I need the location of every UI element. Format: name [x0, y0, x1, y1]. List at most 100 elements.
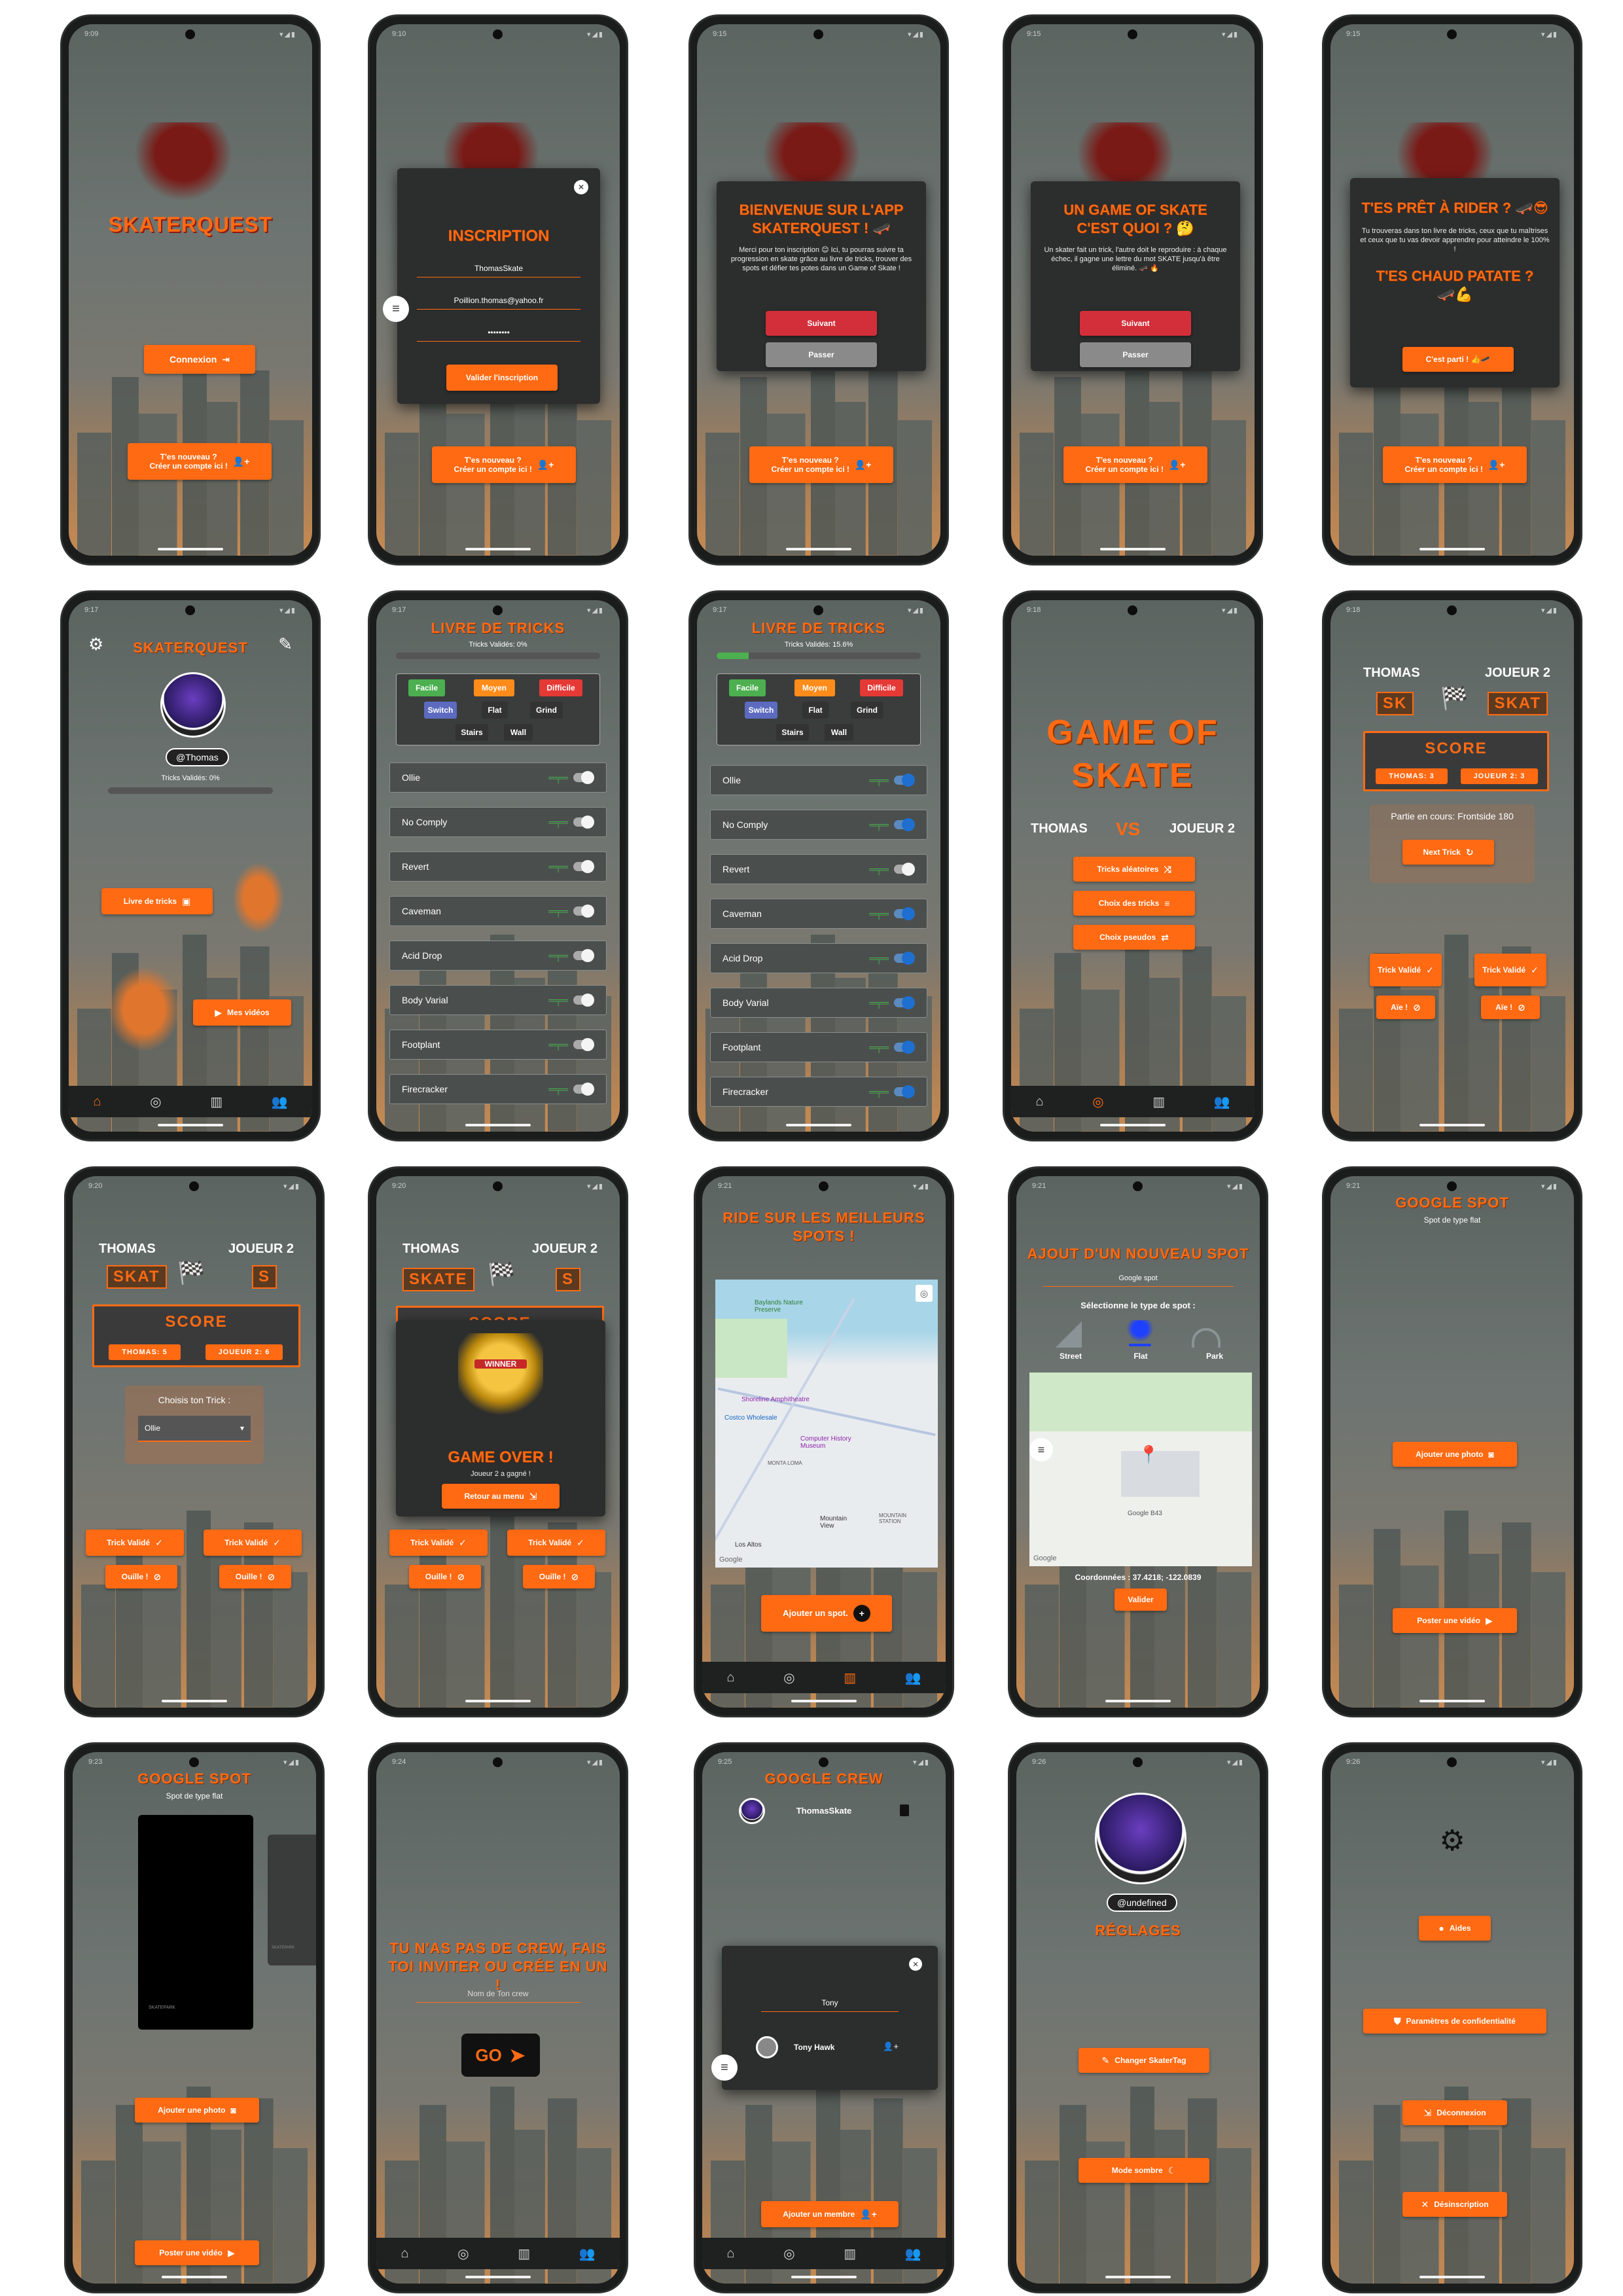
player1-valid-button[interactable]: Trick Validé ✓ — [86, 1530, 184, 1556]
filter-easy[interactable]: Facile — [729, 679, 766, 696]
random-tricks-button[interactable]: Tricks aléatoires ⤨ — [1073, 857, 1195, 882]
player2-valid-button[interactable]: Trick Validé ✓ — [204, 1530, 302, 1556]
video-thumbnail[interactable]: SKATEPARK — [138, 1815, 253, 2030]
password-field[interactable]: •••••••• — [417, 324, 580, 342]
filter-grind[interactable]: Grind — [851, 702, 883, 719]
create-account-button[interactable]: T'es nouveau ? Créer un compte ici ! 👤+ — [128, 443, 272, 480]
group-icon[interactable]: 👥 — [904, 2246, 921, 2261]
target-icon[interactable]: ◎ — [783, 2246, 795, 2261]
map-icon[interactable]: ▥ — [844, 2246, 857, 2261]
create-account-button[interactable]: T'es nouveau ? Créer un compte ici ! 👤+ — [432, 446, 576, 483]
add-photo-button[interactable]: Ajouter une photo ◙ — [135, 2098, 259, 2123]
spot-name-field[interactable]: Google spot — [1043, 1274, 1234, 1287]
player2-fail-button[interactable]: Aïe ! ⊘ — [1481, 996, 1540, 1019]
player1-fail-button[interactable]: Ouille ! ⊘ — [409, 1565, 481, 1588]
map-icon[interactable]: ▥ — [518, 2246, 531, 2261]
help-button[interactable]: ● Aides — [1419, 1916, 1491, 1941]
filter-hard[interactable]: Difficile — [860, 679, 903, 696]
filter-hard[interactable]: Difficile — [539, 679, 582, 696]
park-icon[interactable] — [1192, 1328, 1221, 1348]
target-icon[interactable]: ◎ — [1092, 1094, 1104, 1109]
add-photo-button[interactable]: Ajouter une photo ◙ — [1393, 1442, 1517, 1467]
trick-row[interactable]: Ollie ═╤═ — [389, 762, 607, 793]
trick-toggle[interactable] — [573, 771, 594, 784]
trick-row[interactable]: Revert ═╤═ — [389, 852, 607, 882]
group-icon[interactable]: 👥 — [904, 1670, 921, 1685]
home-icon[interactable]: ⌂ — [401, 2246, 409, 2261]
player1-fail-button[interactable]: Ouille ! ⊘ — [105, 1565, 177, 1588]
avatar[interactable] — [160, 672, 226, 738]
choose-pseudos-button[interactable]: Choix pseudos ⇄ — [1073, 925, 1195, 950]
filter-easy[interactable]: Facile — [408, 679, 445, 696]
trick-toggle[interactable] — [573, 949, 594, 962]
start-button[interactable]: C'est parti ! 👍🛹 — [1402, 347, 1514, 372]
member-search-input[interactable]: Tony — [761, 1994, 899, 2012]
group-icon[interactable]: 👥 — [271, 1094, 288, 1109]
trick-row[interactable]: Footplant ═╤═ — [389, 1030, 607, 1060]
home-icon[interactable]: ⌂ — [1035, 1094, 1044, 1109]
post-video-button[interactable]: Poster une vidéo ▶ — [135, 2240, 259, 2265]
trick-row[interactable]: Firecracker ═╤═ — [710, 1077, 927, 1107]
menu-fab-icon[interactable]: ≡ — [1029, 1438, 1053, 1462]
target-icon[interactable]: ◎ — [150, 1094, 162, 1109]
validate-register-button[interactable]: Valider l'inscription — [446, 365, 558, 391]
privacy-settings-button[interactable]: ⛊ Paramètres de confidentialité — [1363, 2009, 1546, 2034]
flat-skater-icon[interactable] — [1126, 1320, 1154, 1349]
add-member-button[interactable]: Ajouter un membre 👤+ — [761, 2201, 899, 2227]
next-button[interactable]: Suivant — [1080, 311, 1191, 336]
close-icon[interactable]: ✕ — [574, 180, 588, 194]
filter-stairs[interactable]: Stairs — [455, 724, 488, 741]
filter-medium[interactable]: Moyen — [794, 679, 835, 696]
close-icon[interactable]: ✕ — [909, 1958, 922, 1971]
trick-toggle[interactable] — [573, 905, 594, 918]
trick-row[interactable]: Body Varial ═╤═ — [389, 985, 607, 1015]
filter-grind[interactable]: Grind — [530, 702, 563, 719]
crew-name-input[interactable]: Nom de Ton crew — [416, 1989, 580, 2003]
type-flat[interactable]: Flat — [1133, 1352, 1148, 1361]
home-icon[interactable]: ⌂ — [726, 2246, 735, 2261]
create-account-button[interactable]: T'es nouveau ? Créer un compte ici ! 👤+ — [749, 446, 893, 483]
trick-row[interactable]: No Comply ═╤═ — [710, 810, 927, 840]
filter-switch[interactable]: Switch — [424, 702, 457, 719]
trick-toggle[interactable] — [894, 952, 915, 965]
next-trick-button[interactable]: Next Trick ↻ — [1402, 840, 1494, 865]
trick-row[interactable]: Acid Drop ═╤═ — [389, 941, 607, 971]
trick-row[interactable]: Caveman ═╤═ — [389, 896, 607, 926]
trick-toggle[interactable] — [894, 1085, 915, 1098]
dark-mode-button[interactable]: Mode sombre ☾ — [1079, 2158, 1209, 2183]
spots-map[interactable]: Baylands Nature Preserve Shoreline Amphi… — [715, 1280, 938, 1568]
logout-button[interactable]: ⇲ Déconnexion — [1402, 2100, 1507, 2125]
target-icon[interactable]: ◎ — [783, 1670, 795, 1685]
filter-stairs[interactable]: Stairs — [776, 724, 809, 741]
trick-toggle[interactable] — [573, 1083, 594, 1096]
stairs-icon[interactable] — [1056, 1321, 1082, 1348]
filter-medium[interactable]: Moyen — [474, 679, 514, 696]
menu-fab-icon[interactable]: ≡ — [383, 296, 409, 322]
login-button[interactable]: Connexion ⇥ — [144, 345, 255, 374]
next-button[interactable]: Suivant — [766, 311, 877, 336]
add-spot-button[interactable]: Ajouter un spot. + — [761, 1595, 892, 1632]
trick-toggle[interactable] — [894, 774, 915, 787]
email-field[interactable]: Poillion.thomas@yahoo.fr — [417, 292, 580, 310]
trick-select[interactable]: Ollie ▾ — [138, 1416, 251, 1442]
trick-row[interactable]: Body Varial ═╤═ — [710, 988, 927, 1018]
map-icon[interactable]: ▥ — [210, 1094, 223, 1109]
player2-fail-button[interactable]: Ouille ! ⊘ — [219, 1565, 291, 1588]
gear-icon[interactable]: ⚙ — [88, 634, 104, 654]
map-icon[interactable]: ▥ — [844, 1670, 857, 1685]
trick-toggle[interactable] — [894, 818, 915, 831]
trick-toggle[interactable] — [573, 816, 594, 829]
trick-toggle[interactable] — [894, 863, 915, 876]
trick-row[interactable]: Acid Drop ═╤═ — [710, 943, 927, 973]
filter-flat[interactable]: Flat — [802, 702, 829, 719]
map-icon[interactable]: ▥ — [1152, 1094, 1166, 1109]
trick-row[interactable]: Revert ═╤═ — [710, 854, 927, 884]
spot-map[interactable]: 📍 Google B43 Google — [1029, 1372, 1252, 1566]
player1-valid-button[interactable]: Trick Validé ✓ — [1370, 954, 1442, 986]
player2-valid-button[interactable]: Trick Validé ✓ — [1474, 954, 1546, 986]
skip-button[interactable]: Passer — [766, 342, 877, 367]
delete-member-icon[interactable] — [900, 1804, 909, 1816]
home-icon[interactable]: ⌂ — [93, 1094, 101, 1109]
trick-row[interactable]: Firecracker ═╤═ — [389, 1074, 607, 1104]
trick-row[interactable]: Caveman ═╤═ — [710, 899, 927, 929]
